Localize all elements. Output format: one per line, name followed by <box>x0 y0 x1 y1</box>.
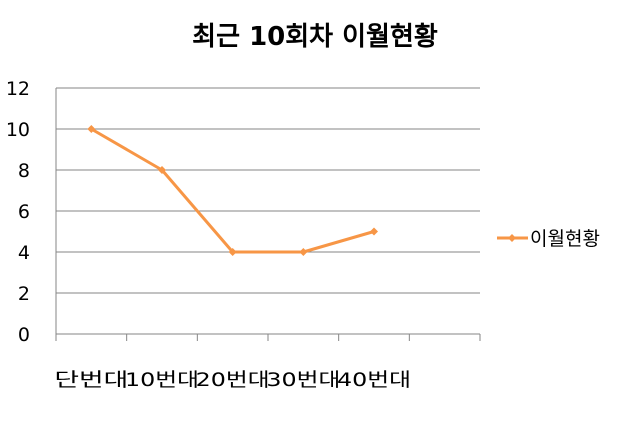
y-tick-label: 4 <box>18 242 30 264</box>
x-tick-label: 10번대 <box>125 369 199 391</box>
x-tick-label: 단번대 <box>54 369 128 391</box>
x-tick-label: 20번대 <box>196 369 270 391</box>
series-line <box>90 127 375 254</box>
y-tick-label: 2 <box>18 283 30 305</box>
legend-swatch-marker <box>508 234 516 242</box>
y-tick-label: 6 <box>18 201 30 223</box>
data-point-marker <box>228 248 237 256</box>
series-layer <box>87 125 378 256</box>
y-tick-label: 12 <box>6 78 30 100</box>
legend-label: 이월현황 <box>530 228 600 250</box>
data-point-marker <box>299 248 308 256</box>
y-tick-label: 10 <box>6 119 30 141</box>
data-point-marker <box>87 125 96 133</box>
x-tick-label: 40번대 <box>337 369 411 391</box>
chart-title: 최근 10회차 이월현황 <box>192 22 438 52</box>
data-point-marker <box>158 166 166 174</box>
y-tick-label: 8 <box>18 160 30 182</box>
y-tick-label: 0 <box>18 324 30 346</box>
gridlines <box>56 87 480 294</box>
legend: 이월현황 <box>497 228 600 250</box>
data-point-marker <box>370 227 378 236</box>
x-tick-label: 30번대 <box>266 369 340 391</box>
